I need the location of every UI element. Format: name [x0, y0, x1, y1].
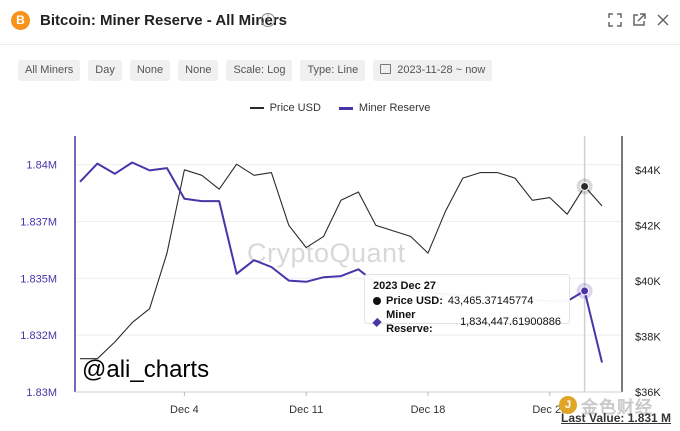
type-filter-chip[interactable]: Type: Line [300, 60, 366, 81]
y-right-tick-label: $40K [635, 276, 661, 288]
close-icon[interactable] [655, 12, 671, 28]
tooltip-reserve-value: 1,834,447.61900886 [460, 316, 561, 328]
expand-icon[interactable] [607, 12, 623, 28]
tooltip-price-value: 43,465.37145774 [447, 295, 534, 307]
header-divider [0, 44, 680, 45]
tooltip-reserve-label: Miner Reserve: [386, 309, 433, 335]
tooltip-price-label: Price USD: [386, 295, 443, 307]
y-right-tick-label: $38K [635, 331, 661, 343]
sma-filter-chip[interactable]: None [129, 60, 171, 81]
cryptoquant-watermark: CryptoQuant [247, 238, 406, 268]
date-range-chip[interactable]: 2023-11-28 ~ now [373, 60, 493, 81]
x-tick-label: Dec 18 [411, 404, 446, 416]
tooltip-reserve-marker-icon [372, 317, 382, 327]
filter-bar: All Miners Day None None Scale: Log Type… [18, 60, 493, 81]
miner-filter-chip[interactable]: All Miners [18, 60, 81, 81]
author-handle: @ali_charts [82, 356, 210, 383]
x-tick-label: Dec 4 [170, 404, 199, 416]
jinse-watermark: J 金色财经 [559, 393, 680, 417]
y-left-tick-label: 1.83M [26, 387, 57, 399]
info-icon[interactable]: i [261, 13, 275, 27]
y-left-tick-label: 1.84M [26, 160, 57, 172]
reserve-highlight-point[interactable] [580, 286, 590, 296]
tooltip-price-marker-icon [373, 297, 381, 305]
scale-filter-chip[interactable]: Scale: Log [226, 60, 293, 81]
price-usd-line[interactable] [80, 163, 603, 360]
x-tick-label: Dec 11 [289, 404, 323, 416]
y-left-tick-label: 1.837M [20, 217, 57, 229]
open-external-icon[interactable] [631, 12, 647, 28]
secondary-filter-chip[interactable]: None [178, 60, 219, 81]
y-left-tick-label: 1.835M [20, 273, 57, 285]
last-value-label: Last Value: 1.831 M [561, 411, 672, 425]
calendar-icon [380, 64, 392, 74]
legend-label-price: Price USD [269, 102, 321, 114]
bitcoin-logo-icon: B [11, 11, 30, 30]
hover-tooltip: 2023 Dec 27 Price USD: 43,465.37145774 M… [364, 274, 570, 335]
legend-label-reserve: Miner Reserve [358, 102, 431, 114]
legend-swatch-reserve [338, 106, 353, 110]
tooltip-date: 2023 Dec 27 [373, 280, 436, 292]
legend-swatch-price [249, 107, 264, 109]
tooltip-reserve-row: Miner Reserve: 1,834,447.61900886 [372, 308, 561, 336]
y-right-tick-label: $36K [635, 387, 661, 399]
legend-item-reserve[interactable]: Miner Reserve [338, 100, 431, 116]
price-highlight-point[interactable] [580, 181, 590, 191]
jinse-text: 金色财经 [581, 397, 653, 417]
header: B Bitcoin: Miner Reserve - All Miners i [0, 0, 680, 44]
jinse-logo-icon: J [559, 396, 577, 414]
y-left-tick-label: 1.832M [20, 330, 57, 342]
page-title: Bitcoin: Miner Reserve - All Miners [40, 12, 288, 29]
x-tick-label: Dec 25 [532, 404, 567, 416]
y-right-tick-label: $44K [635, 165, 661, 177]
tooltip-price-row: Price USD: 43,465.37145774 [373, 294, 561, 308]
date-range-label: 2023-11-28 ~ now [397, 64, 486, 76]
legend-item-price[interactable]: Price USD [249, 100, 321, 116]
chart-legend: Price USD Miner Reserve [0, 100, 680, 116]
y-right-tick-label: $42K [635, 220, 661, 232]
window-filter-chip[interactable]: Day [88, 60, 122, 81]
